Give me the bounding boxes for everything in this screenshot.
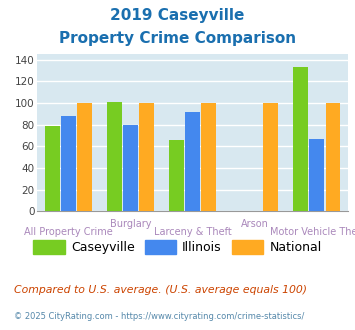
Bar [139,103,154,211]
Bar [169,140,184,211]
Text: Arson: Arson [241,219,269,229]
Text: Property Crime Comparison: Property Crime Comparison [59,31,296,46]
Bar [263,103,278,211]
Bar [45,126,60,211]
Bar [185,112,200,211]
Text: Motor Vehicle Theft: Motor Vehicle Theft [269,227,355,237]
Legend: Caseyville, Illinois, National: Caseyville, Illinois, National [28,235,327,259]
Text: Burglary: Burglary [110,219,151,229]
Bar [310,139,324,211]
Bar [201,103,216,211]
Text: © 2025 CityRating.com - https://www.cityrating.com/crime-statistics/: © 2025 CityRating.com - https://www.city… [14,312,305,321]
Bar [77,103,92,211]
Bar [326,103,340,211]
Text: All Property Crime: All Property Crime [24,227,113,237]
Text: Compared to U.S. average. (U.S. average equals 100): Compared to U.S. average. (U.S. average … [14,285,307,295]
Text: Larceny & Theft: Larceny & Theft [154,227,231,237]
Bar [61,116,76,211]
Bar [293,67,308,211]
Bar [107,102,122,211]
Bar [123,125,138,211]
Text: 2019 Caseyville: 2019 Caseyville [110,8,245,23]
